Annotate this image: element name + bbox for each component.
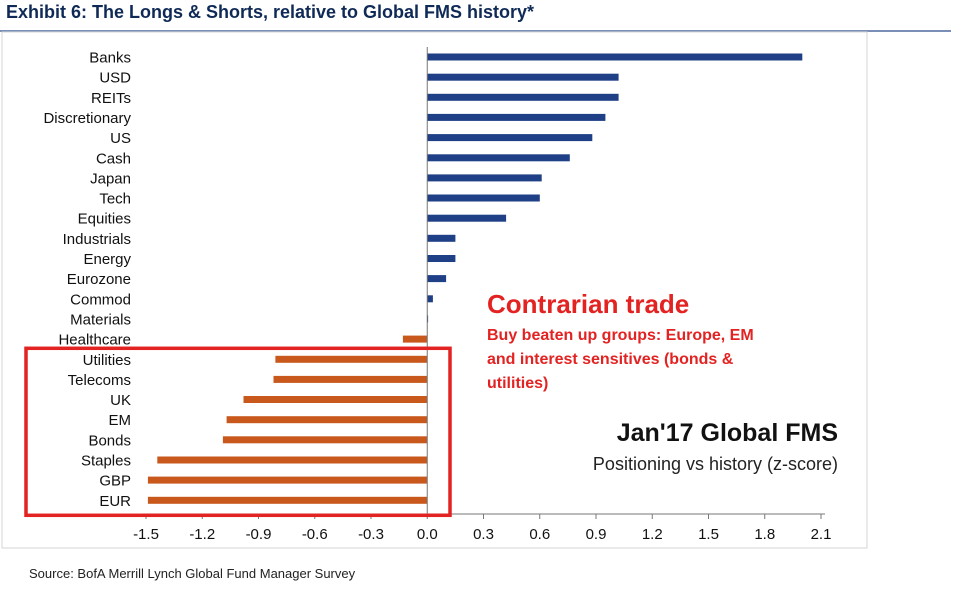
category-label-reits: REITs xyxy=(91,90,131,107)
x-tick-label: -1.2 xyxy=(189,526,215,543)
category-label-tech: Tech xyxy=(99,191,131,208)
category-label-em: EM xyxy=(109,412,132,429)
plot-frame xyxy=(1,31,868,549)
bar-bonds xyxy=(222,436,428,444)
contrarian-title: Contrarian trade xyxy=(487,289,689,319)
category-label-uk: UK xyxy=(110,392,131,409)
category-label-equities: Equities xyxy=(78,211,131,228)
category-label-staples: Staples xyxy=(81,453,131,470)
category-label-discretionary: Discretionary xyxy=(43,110,131,127)
bar-eur xyxy=(147,496,428,504)
x-tick-label: -1.5 xyxy=(133,526,159,543)
category-label-usd: USD xyxy=(99,70,131,87)
bar-staples xyxy=(157,456,428,464)
category-label-healthcare: Healthcare xyxy=(58,332,131,349)
bar-em xyxy=(226,416,428,424)
bar-us xyxy=(427,134,593,142)
bar-telecoms xyxy=(273,375,428,383)
category-label-eurozone: Eurozone xyxy=(67,271,131,288)
x-tick-label: 1.8 xyxy=(754,526,775,543)
category-label-eur: EUR xyxy=(99,493,131,510)
x-tick-label: -0.9 xyxy=(246,526,272,543)
category-label-japan: Japan xyxy=(90,170,131,187)
fms-subtitle: Positioning vs history (z-score) xyxy=(593,454,838,474)
contrarian-line-3: utilities) xyxy=(487,375,548,392)
exhibit-title: Exhibit 6: The Longs & Shorts, relative … xyxy=(6,2,535,22)
category-label-energy: Energy xyxy=(83,251,131,268)
category-label-industrials: Industrials xyxy=(63,231,131,248)
x-tick-label: 0.9 xyxy=(586,526,607,543)
category-label-materials: Materials xyxy=(70,311,131,328)
bar-uk xyxy=(243,396,428,403)
contrarian-line-2: and interest sensitives (bonds & xyxy=(487,351,734,368)
x-tick-label: 0.3 xyxy=(473,526,494,543)
bar-tech xyxy=(427,194,540,202)
x-tick-label: 1.5 xyxy=(698,526,719,543)
bar-cash xyxy=(427,154,570,162)
x-tick-label: 0.0 xyxy=(417,526,438,543)
category-label-utilities: Utilities xyxy=(83,352,131,369)
highlight-box xyxy=(24,346,452,518)
category-label-telecoms: Telecoms xyxy=(68,372,131,389)
x-axis-ticks: -1.5 -1.2 -0.9 -0.6 -0.3 0.0 0.3 0.6 0.9 1.2 1.5 1.… xyxy=(133,514,831,543)
category-label-banks: Banks xyxy=(89,50,131,67)
bar-eurozone xyxy=(427,275,447,283)
bar-usd xyxy=(427,73,619,81)
category-label-us: US xyxy=(110,130,131,147)
x-tick-label: 2.1 xyxy=(811,526,832,543)
bar-reits xyxy=(427,93,619,101)
x-tick-label: -0.6 xyxy=(302,526,328,543)
bar-healthcare xyxy=(402,335,428,343)
category-labels: Banks USD REITs Discretionary US Cash Japan Tec… xyxy=(43,50,131,510)
bar-equities xyxy=(427,214,507,222)
x-tick-label: 1.2 xyxy=(642,526,663,543)
bar-banks xyxy=(427,53,803,61)
category-label-cash: Cash xyxy=(96,150,131,167)
bar-energy xyxy=(427,255,456,262)
category-label-commod: Commod xyxy=(70,291,131,308)
bar-industrials xyxy=(427,234,456,242)
contrarian-line-1: Buy beaten up groups: Europe, EM xyxy=(487,327,754,344)
fms-title: Jan'17 Global FMS xyxy=(617,419,838,447)
category-label-gbp: GBP xyxy=(99,473,131,490)
bar-commod xyxy=(427,295,433,303)
bar-gbp xyxy=(147,476,428,484)
x-tick-label: 0.6 xyxy=(529,526,550,543)
bar-discretionary xyxy=(427,113,606,121)
bars-group xyxy=(147,53,803,504)
category-label-bonds: Bonds xyxy=(88,432,131,449)
bar-japan xyxy=(427,174,542,182)
bar-utilities xyxy=(275,355,428,363)
source-note: Source: BofA Merrill Lynch Global Fund M… xyxy=(29,566,356,581)
x-tick-label: -0.3 xyxy=(358,526,384,543)
header-divider xyxy=(0,30,951,32)
